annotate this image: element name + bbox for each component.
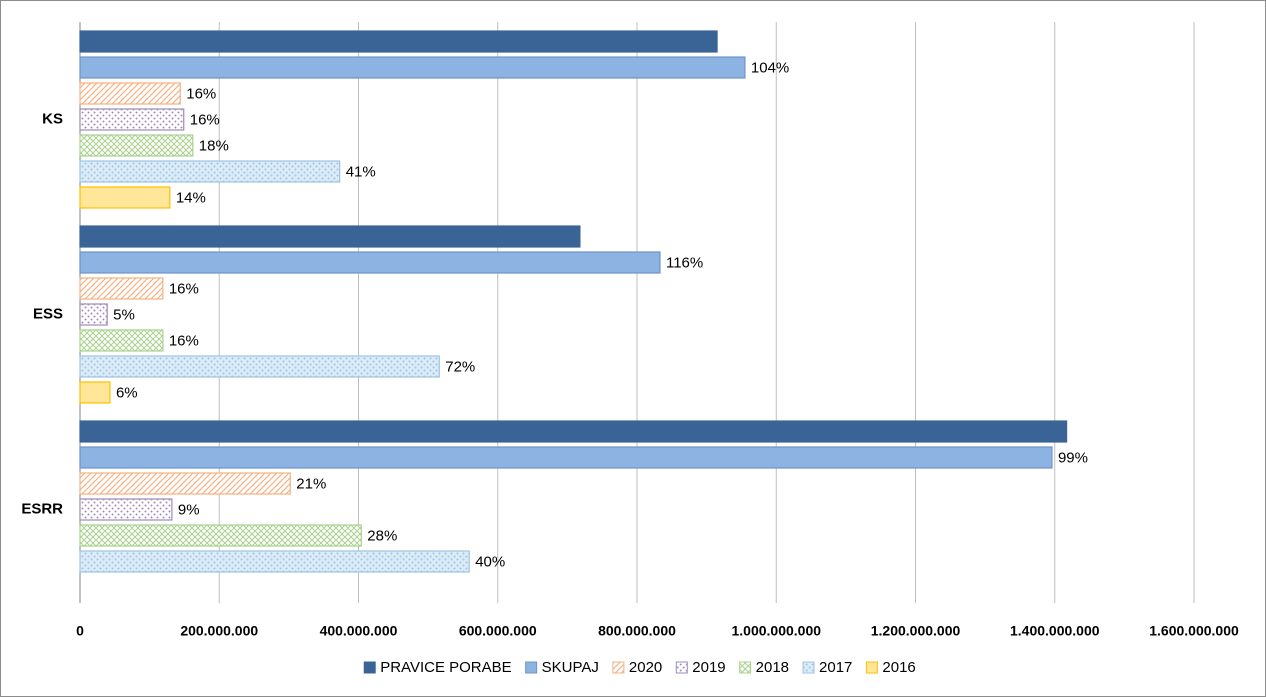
legend-label: PRAVICE PORABE <box>380 659 511 676</box>
data-label: 16% <box>169 332 199 349</box>
data-label: 28% <box>367 527 397 544</box>
data-label: 16% <box>186 85 216 102</box>
bar <box>79 550 470 573</box>
bar <box>79 472 291 495</box>
bar <box>79 329 164 352</box>
data-label: 21% <box>296 475 326 492</box>
bar <box>79 56 746 79</box>
x-tick-label: 1.400.000.000 <box>1010 623 1100 639</box>
legend-label: 2020 <box>629 659 662 676</box>
data-label: 5% <box>113 306 135 323</box>
legend: PRAVICE PORABE SKUPAJ 2020 2019 2018 2017 2016 <box>363 659 916 676</box>
legend-label: 2017 <box>819 659 852 676</box>
bar <box>79 277 164 300</box>
x-tick-label: 1.000.000.000 <box>731 623 821 639</box>
bar <box>79 524 362 547</box>
bar <box>79 420 1068 443</box>
bar <box>79 303 108 326</box>
x-tick-label: 0 <box>76 623 84 639</box>
bar <box>79 381 111 404</box>
legend-label: 2019 <box>692 659 725 676</box>
legend-swatch <box>865 661 878 674</box>
category-label: ESRR <box>21 500 63 517</box>
bar <box>79 134 194 157</box>
bar <box>79 498 173 521</box>
bar <box>79 160 341 183</box>
legend-swatch <box>525 661 538 674</box>
data-label: 16% <box>169 280 199 297</box>
data-label: 104% <box>751 59 789 76</box>
x-tick-label: 1.200.000.000 <box>871 623 961 639</box>
legend-label: 2016 <box>882 659 915 676</box>
legend-swatch <box>612 661 625 674</box>
x-tick-label: 600.000.000 <box>459 623 537 639</box>
data-label: 6% <box>116 384 138 401</box>
category-label: ESS <box>33 305 63 322</box>
bar <box>79 251 661 274</box>
data-label: 14% <box>176 189 206 206</box>
bar <box>79 108 185 131</box>
category-label: KS <box>42 110 63 127</box>
bar <box>79 446 1053 469</box>
data-label: 41% <box>346 163 376 180</box>
data-label: 18% <box>199 137 229 154</box>
bar <box>79 82 181 105</box>
x-tick-label: 400.000.000 <box>320 623 398 639</box>
data-label: 99% <box>1058 449 1088 466</box>
legend-swatch <box>739 661 752 674</box>
x-tick-label: 200.000.000 <box>180 623 258 639</box>
legend-swatch <box>363 661 376 674</box>
data-label: 116% <box>666 254 703 271</box>
bar <box>79 225 581 248</box>
bar <box>79 355 440 378</box>
x-tick-label: 1.600.000.000 <box>1149 623 1239 639</box>
bar <box>79 30 718 53</box>
x-tick-label: 800.000.000 <box>598 623 676 639</box>
data-label: 72% <box>445 358 475 375</box>
data-label: 16% <box>190 111 220 128</box>
data-label: 40% <box>475 553 505 570</box>
legend-swatch <box>675 661 688 674</box>
legend-swatch <box>802 661 815 674</box>
legend-label: SKUPAJ <box>542 659 599 676</box>
legend-label: 2018 <box>756 659 789 676</box>
data-label: 9% <box>178 501 200 518</box>
bar <box>79 186 171 209</box>
